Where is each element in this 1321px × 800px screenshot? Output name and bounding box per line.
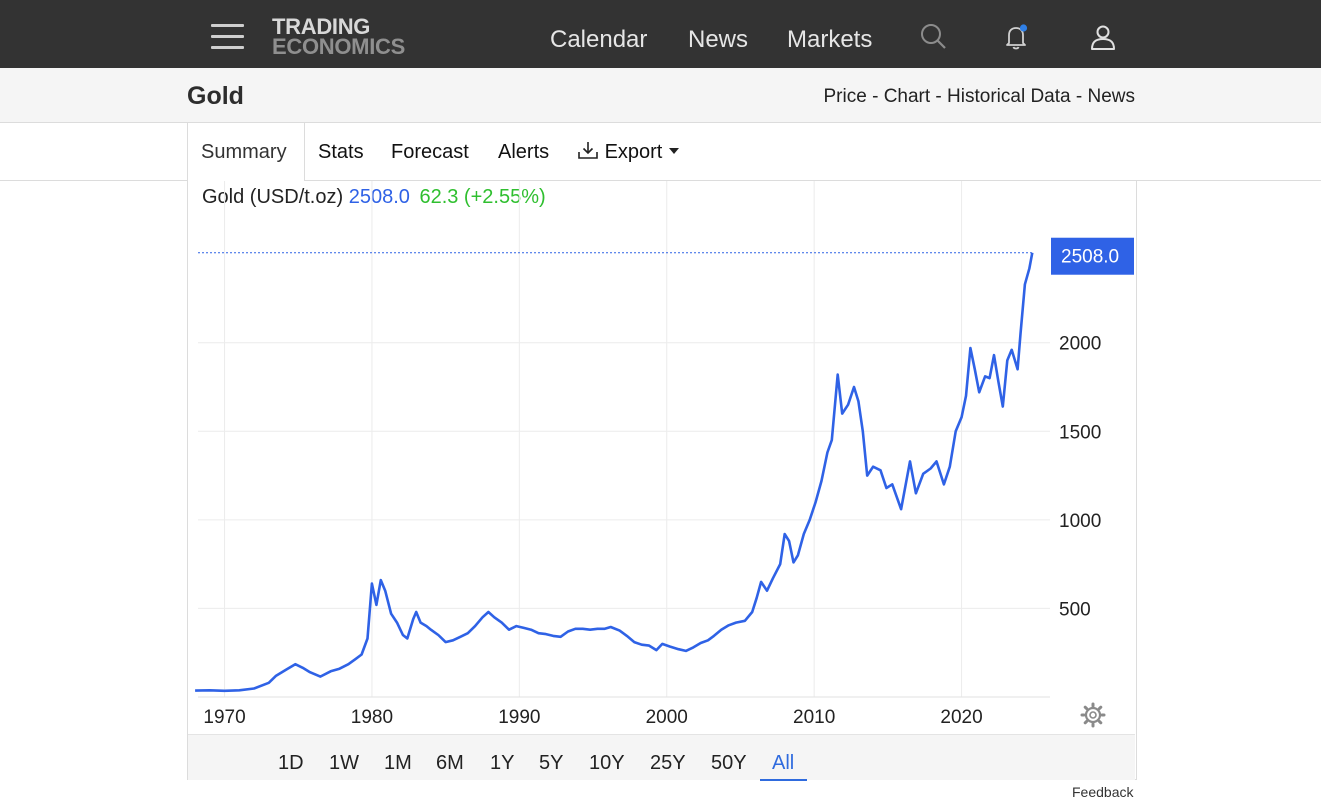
bell-icon[interactable]	[1001, 22, 1031, 52]
caret-down-icon	[668, 148, 679, 154]
x-tick-label: 1990	[498, 707, 540, 728]
range-50y[interactable]: 50Y	[711, 752, 747, 774]
top-navbar: TRADING ECONOMICS Calendar News Markets	[0, 0, 1321, 68]
link-separator: -	[866, 86, 884, 107]
tab-stats[interactable]: Stats	[318, 141, 364, 163]
nav-calendar[interactable]: Calendar	[550, 26, 648, 53]
y-tick-label: 1500	[1059, 422, 1101, 443]
range-1w[interactable]: 1W	[329, 752, 359, 774]
menu-icon[interactable]	[211, 24, 244, 49]
last-value-badge-bg	[1051, 237, 1134, 275]
chart-settings-icon[interactable]	[1080, 702, 1106, 728]
range-all[interactable]: All	[772, 752, 795, 774]
active-range-indicator	[760, 779, 807, 781]
download-icon	[578, 142, 598, 159]
last-value-label: 2508.0	[1061, 247, 1119, 268]
x-tick-label: 1980	[351, 707, 393, 728]
instrument-name: Gold (USD/t.oz)	[202, 186, 344, 208]
export-label: Export	[604, 141, 663, 163]
tab-alerts[interactable]: Alerts	[498, 141, 550, 163]
range-10y[interactable]: 10Y	[589, 752, 625, 774]
search-icon[interactable]	[918, 22, 948, 52]
feedback-link[interactable]: Feedback	[1072, 784, 1134, 800]
range-1d[interactable]: 1D	[278, 752, 304, 774]
link-separator: -	[930, 86, 948, 107]
active-tab-frame	[187, 123, 305, 181]
tab-summary[interactable]: Summary	[201, 141, 287, 163]
nav-news[interactable]: News	[688, 26, 749, 53]
range-1y[interactable]: 1Y	[490, 752, 515, 774]
logo-line2: ECONOMICS	[272, 34, 405, 59]
site-logo[interactable]: TRADING ECONOMICS	[272, 16, 442, 60]
section-links: Price - Chart - Historical Data - News	[824, 86, 1136, 108]
nav-markets[interactable]: Markets	[787, 26, 873, 53]
price-line	[195, 252, 1034, 693]
range-25y[interactable]: 25Y	[650, 752, 686, 774]
x-tick-label: 2010	[793, 707, 835, 728]
price-change: 62.3 (+2.55%)	[419, 186, 546, 208]
logo-line1: TRADING	[272, 14, 371, 39]
tab-bar: Summary Stats Forecast Alerts Export	[0, 123, 1321, 181]
instrument-header: Gold Price - Chart - Historical Data - N…	[0, 68, 1321, 123]
user-icon[interactable]	[1088, 22, 1118, 52]
range-6m[interactable]: 6M	[436, 752, 464, 774]
range-1m[interactable]: 1M	[384, 752, 412, 774]
page-title: Gold	[187, 82, 244, 110]
chart-panel	[187, 181, 1137, 780]
quote-headline: Gold (USD/t.oz) 2508.0 62.3 (+2.55%)	[202, 185, 546, 209]
link-price[interactable]: Price	[823, 86, 867, 107]
last-value-badge: 2508.0	[1051, 237, 1134, 275]
tab-forecast[interactable]: Forecast	[391, 141, 469, 163]
export-dropdown[interactable]: Export	[577, 140, 680, 164]
link-chart[interactable]: Chart	[883, 86, 931, 107]
range-selector: 1D 1W 1M 6M 1Y 5Y 10Y 25Y 50Y All	[188, 734, 1135, 781]
range-5y[interactable]: 5Y	[539, 752, 564, 774]
x-tick-label: 2020	[940, 707, 982, 728]
price-chart[interactable]: 1970 1980 1990 2000 2010 2020 500 1000 1500 2000…	[188, 181, 1134, 733]
y-tick-label: 1000	[1059, 511, 1101, 532]
link-separator: -	[1070, 86, 1088, 107]
x-tick-label: 1970	[203, 707, 245, 728]
y-tick-label: 500	[1059, 599, 1091, 620]
y-tick-label: 2000	[1059, 334, 1101, 355]
link-news[interactable]: News	[1087, 86, 1135, 107]
link-historical-data[interactable]: Historical Data	[947, 86, 1071, 107]
last-price: 2508.0	[348, 186, 410, 208]
x-tick-label: 2000	[646, 707, 688, 728]
